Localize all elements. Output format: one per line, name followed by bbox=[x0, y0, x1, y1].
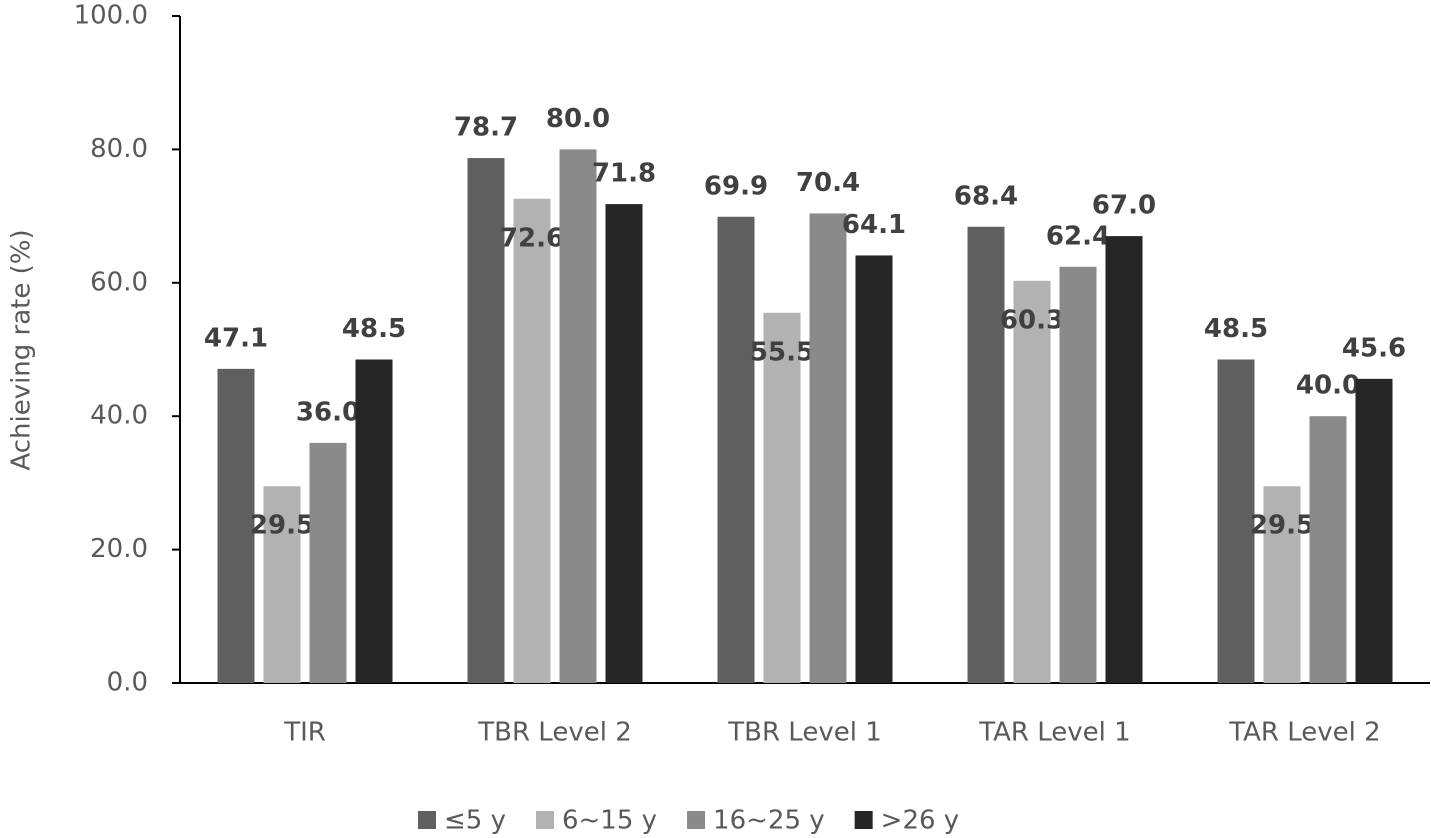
bar bbox=[513, 198, 551, 683]
bar bbox=[467, 158, 505, 684]
bar bbox=[1059, 266, 1097, 683]
x-tick-label: TBR Level 2 bbox=[477, 718, 632, 748]
value-label: 60.3 bbox=[1000, 305, 1064, 335]
x-tick-label: TAR Level 1 bbox=[978, 718, 1130, 748]
y-tick-label: 0.0 bbox=[107, 668, 148, 698]
value-label: 45.6 bbox=[1342, 333, 1406, 363]
value-label: 70.4 bbox=[796, 168, 860, 198]
bar bbox=[855, 255, 893, 683]
value-label: 69.9 bbox=[704, 171, 768, 201]
value-label: 40.0 bbox=[1296, 371, 1360, 401]
value-label: 67.0 bbox=[1092, 191, 1156, 221]
bar bbox=[309, 442, 347, 683]
bar bbox=[809, 213, 847, 683]
y-tick-label: 80.0 bbox=[90, 134, 148, 164]
y-tick-label: 40.0 bbox=[90, 401, 148, 431]
legend-swatch bbox=[854, 811, 873, 829]
bar bbox=[263, 486, 301, 683]
x-tick-label: TBR Level 1 bbox=[727, 718, 882, 748]
bar bbox=[717, 216, 755, 683]
value-label: 64.1 bbox=[842, 210, 906, 240]
legend-swatch bbox=[535, 811, 554, 829]
value-label: 29.5 bbox=[1250, 511, 1314, 541]
value-label: 48.5 bbox=[342, 314, 406, 344]
value-label: 78.7 bbox=[454, 113, 518, 143]
y-tick-label: 100.0 bbox=[74, 1, 148, 31]
value-label: 47.1 bbox=[204, 323, 268, 353]
value-label: 68.4 bbox=[954, 181, 1018, 211]
bar bbox=[1013, 280, 1051, 683]
bar bbox=[1263, 486, 1301, 683]
bar bbox=[605, 204, 643, 683]
value-label: 29.5 bbox=[250, 511, 314, 541]
value-label: 71.8 bbox=[592, 159, 656, 189]
value-label: 48.5 bbox=[1204, 314, 1268, 344]
legend-swatch bbox=[418, 811, 436, 829]
bar bbox=[355, 359, 393, 683]
bar bbox=[559, 149, 597, 683]
legend-label: 16~25 y bbox=[713, 806, 825, 836]
y-tick-label: 20.0 bbox=[90, 534, 148, 564]
legend-label: 6~15 y bbox=[562, 806, 657, 836]
value-label: 36.0 bbox=[296, 397, 360, 427]
y-axis-label: Achieving rate (%) bbox=[7, 229, 37, 470]
bar bbox=[1217, 359, 1255, 683]
x-tick-label: TIR bbox=[283, 718, 326, 748]
bar bbox=[763, 312, 801, 683]
bar bbox=[1105, 236, 1143, 684]
value-label: 80.0 bbox=[546, 104, 610, 134]
bar bbox=[1355, 378, 1393, 683]
x-tick-label: TAR Level 2 bbox=[1228, 718, 1380, 748]
legend-label: ≤5 y bbox=[444, 806, 506, 836]
value-label: 55.5 bbox=[750, 337, 814, 367]
value-label: 72.6 bbox=[500, 223, 564, 253]
bar bbox=[217, 368, 255, 683]
bar bbox=[967, 226, 1005, 683]
y-tick-label: 60.0 bbox=[90, 267, 148, 297]
legend-label: >26 y bbox=[881, 806, 960, 836]
value-label: 62.4 bbox=[1046, 221, 1110, 251]
legend-swatch bbox=[687, 811, 706, 829]
bar bbox=[1309, 416, 1347, 683]
